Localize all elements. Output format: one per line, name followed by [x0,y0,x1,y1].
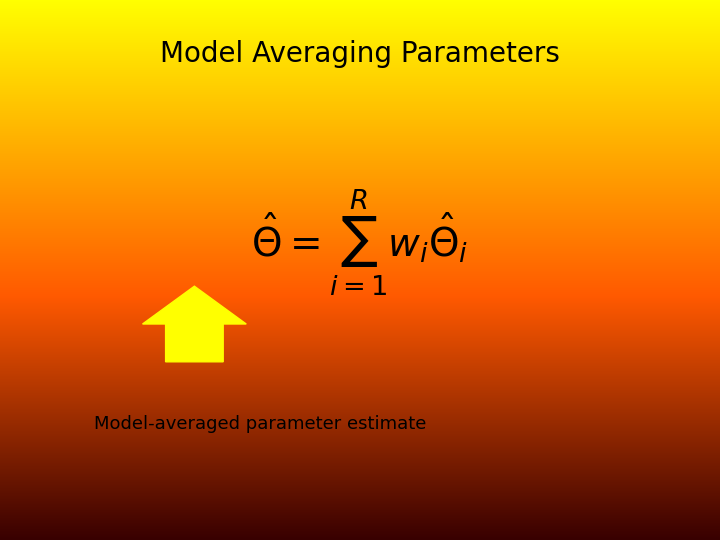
Text: $\hat{\Theta} = \sum_{i=1}^{R} w_i \hat{\Theta}_i$: $\hat{\Theta} = \sum_{i=1}^{R} w_i \hat{… [251,187,469,299]
Text: Model-averaged parameter estimate: Model-averaged parameter estimate [94,415,426,433]
Polygon shape [143,286,246,362]
Text: Model Averaging Parameters: Model Averaging Parameters [160,40,560,68]
